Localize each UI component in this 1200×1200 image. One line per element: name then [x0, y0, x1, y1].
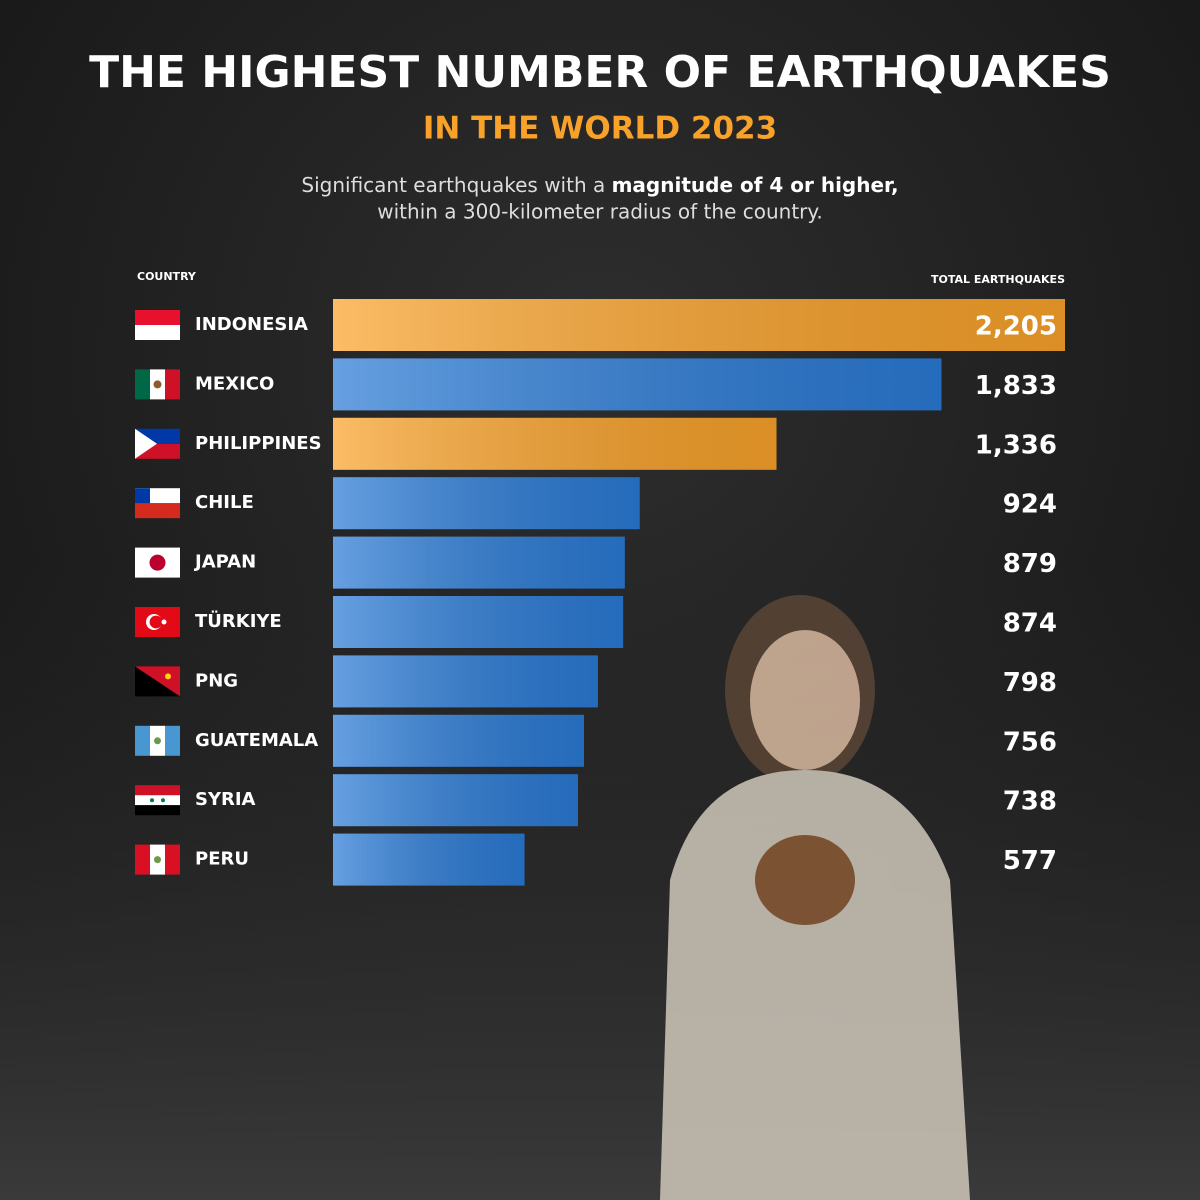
description: within a 300-kilometer radius of the cou…: [377, 200, 822, 224]
value-label: 874: [1003, 609, 1057, 639]
flag: [135, 310, 180, 340]
column-header: COUNTRY: [137, 270, 197, 283]
bar-shine: [333, 655, 598, 708]
flag-part: [135, 844, 150, 875]
flag: [135, 725, 180, 756]
category-label: GUATEMALA: [195, 730, 318, 751]
flag: [135, 369, 180, 400]
flag-part: [150, 798, 154, 803]
bar-shine: [333, 299, 1065, 351]
category-label: SYRIA: [195, 789, 256, 810]
flag-part: [165, 725, 180, 756]
flag-part: [135, 369, 150, 400]
category-label: PNG: [195, 670, 238, 691]
flag-part: [135, 805, 180, 816]
flag-part: [154, 737, 161, 745]
category-label: CHILE: [195, 492, 254, 513]
category-label: PHILIPPINES: [195, 433, 322, 454]
bar-shine: [333, 358, 942, 411]
bar-shine: [333, 417, 777, 470]
bar-shine: [333, 596, 624, 648]
flag-part: [165, 673, 171, 680]
chart-subtitle: IN THE WORLD 2023: [423, 111, 777, 147]
value-label: 2,205: [975, 312, 1057, 342]
flag-part: [135, 325, 180, 340]
value-label: 756: [1003, 727, 1057, 757]
bar-shine: [333, 774, 578, 827]
flag: [135, 666, 180, 697]
bar-shine: [333, 833, 525, 886]
category-label: INDONESIA: [195, 314, 308, 335]
flag-part: [135, 795, 180, 806]
flag-part: [149, 554, 166, 571]
value-label: 879: [1003, 549, 1057, 579]
flag-part: [149, 615, 163, 629]
value-label: 1,336: [975, 430, 1057, 460]
description-bold: magnitude of 4 or higher,: [612, 173, 899, 197]
value-label: 798: [1003, 668, 1057, 698]
category-label: PERU: [195, 849, 249, 870]
value-label: 1,833: [975, 371, 1057, 401]
flag: [135, 785, 180, 816]
flag: [135, 547, 180, 578]
flag-part: [165, 369, 180, 400]
flag-part: [154, 856, 161, 864]
rubble-backdrop: [0, 560, 1200, 1200]
flag-part: [135, 725, 150, 756]
flag: [135, 428, 180, 459]
bar-shine: [333, 477, 640, 530]
flag-part: [135, 503, 180, 519]
category-label: TÜRKIYE: [195, 610, 282, 632]
flag: [135, 607, 180, 637]
flag-part: [161, 619, 167, 625]
flag-part: [135, 785, 180, 796]
photo-silhouette: [660, 595, 970, 1200]
flag-part: [135, 428, 157, 459]
flag-part: [135, 310, 180, 325]
bar-shine: [333, 714, 584, 767]
chart-title: THE HIGHEST NUMBER OF EARTHQUAKES: [89, 47, 1111, 98]
description-text: Significant earthquakes with a: [301, 173, 611, 197]
value-label: 738: [1003, 787, 1057, 817]
flag-part: [165, 844, 180, 875]
column-header: TOTAL EARTHQUAKES: [931, 273, 1065, 286]
description: Significant earthquakes with a magnitude…: [301, 173, 898, 197]
flag: [135, 844, 180, 875]
flag-part: [161, 798, 165, 803]
category-label: JAPAN: [193, 552, 256, 573]
flag-part: [153, 380, 162, 389]
bar-shine: [333, 536, 625, 589]
flag-part: [135, 488, 150, 504]
category-label: MEXICO: [195, 373, 274, 394]
value-label: 924: [1003, 490, 1057, 520]
flag: [135, 488, 180, 519]
value-label: 577: [1003, 846, 1057, 876]
